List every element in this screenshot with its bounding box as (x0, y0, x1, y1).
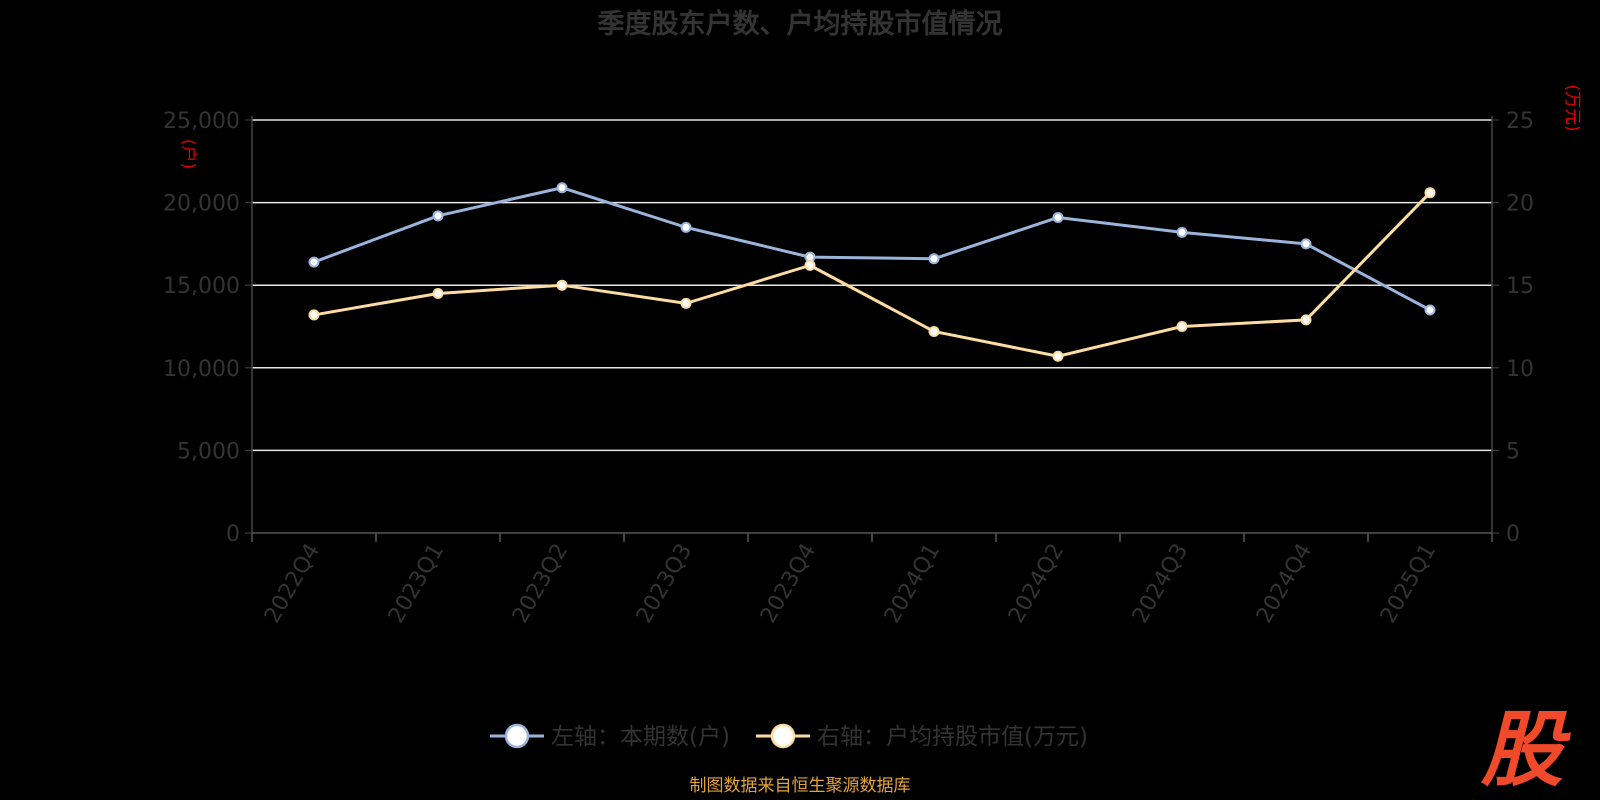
right-axis-unit: (万元) (1562, 84, 1582, 131)
data-point-left-axis (1176, 226, 1188, 238)
legend-entry-right-axis[interactable]: 右轴：户均持股市值(万元) (817, 724, 1088, 750)
right-axis-tick-label: 0 (1506, 522, 1520, 547)
data-point-left-axis (1424, 304, 1436, 316)
data-point-right-axis (1424, 187, 1436, 199)
data-point-right-axis (928, 325, 940, 337)
left-axis-tick-label: 5,000 (177, 439, 240, 464)
right-axis-tick-label: 10 (1506, 357, 1534, 382)
data-point-left-axis (1052, 211, 1064, 223)
data-point-right-axis (1300, 314, 1312, 326)
left-axis-unit: (户) (178, 139, 198, 169)
right-axis-tick-label: 15 (1506, 274, 1534, 299)
left-axis-tick-label: 0 (226, 522, 240, 547)
data-source-note: 制图数据来自恒生聚源数据库 (690, 776, 911, 796)
left-axis-tick-label: 10,000 (163, 357, 240, 382)
x-axis-tick-label: 2023Q4 (756, 540, 821, 628)
legend-swatch-marker-right-axis (770, 723, 796, 749)
data-point-left-axis (928, 253, 940, 265)
x-axis-tick-label: 2024Q3 (1128, 540, 1193, 628)
right-axis-tick-label: 20 (1506, 192, 1534, 217)
grid-lines (252, 119, 1492, 452)
x-axis-tick-label: 2025Q1 (1376, 540, 1441, 628)
data-point-right-axis (804, 259, 816, 271)
x-axis-tick-label: 2024Q1 (880, 540, 945, 628)
x-axis-tick-label: 2023Q2 (508, 540, 573, 628)
data-point-right-axis (1176, 321, 1188, 332)
x-axis-tick-label: 2024Q2 (1004, 540, 1069, 628)
data-point-left-axis (680, 221, 692, 233)
series-points (308, 182, 1436, 362)
legend-entry-left-axis[interactable]: 左轴：本期数(户) (551, 724, 730, 750)
x-axis-tick-label: 2023Q3 (632, 540, 697, 628)
legend-swatch-marker-left-axis (504, 723, 530, 749)
data-point-right-axis (308, 309, 320, 321)
series-lines (313, 186, 1432, 358)
data-point-right-axis (556, 279, 568, 291)
legend[interactable]: 左轴：本期数(户) 右轴：户均持股市值(万元) (490, 723, 1088, 750)
brand-logo: 股 (1480, 703, 1571, 798)
x-axis-tick-label: 2022Q4 (260, 540, 325, 628)
right-axis-tick-label: 5 (1506, 439, 1520, 464)
x-axis-tick-label: 2024Q4 (1252, 540, 1317, 628)
right-axis-tick-label: 25 (1506, 109, 1534, 134)
data-point-right-axis (1052, 350, 1064, 362)
left-axis-tick-label: 20,000 (163, 192, 240, 217)
left-axis-tick-label: 25,000 (163, 109, 240, 134)
data-point-left-axis (1300, 238, 1312, 250)
data-point-left-axis (308, 256, 320, 268)
chart-title: 季度股东户数、户均持股市值情况 (598, 8, 1003, 40)
data-point-right-axis (432, 287, 444, 299)
data-point-left-axis (432, 210, 444, 222)
x-axis-tick-label: 2023Q1 (384, 540, 449, 628)
series-line-left-axis (313, 186, 1431, 312)
left-axis-tick-label: 15,000 (163, 274, 240, 299)
data-point-left-axis (556, 182, 568, 194)
series-line-right-axis (313, 191, 1432, 358)
data-point-right-axis (680, 297, 692, 309)
